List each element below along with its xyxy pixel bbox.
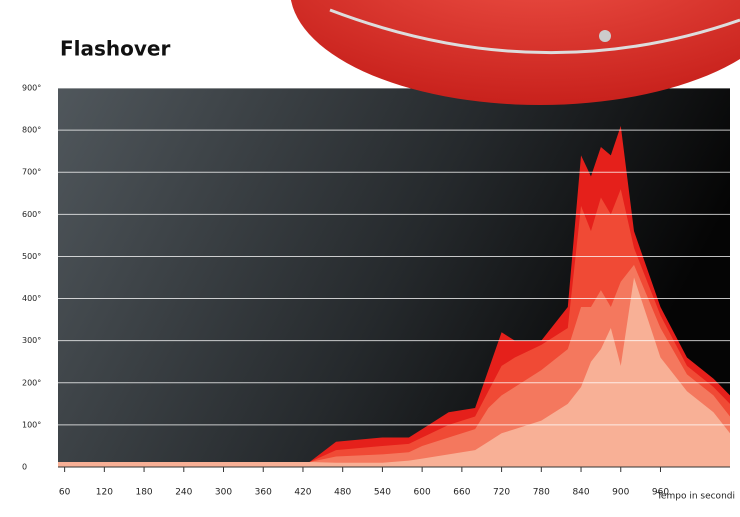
- x-tick-label: 780: [533, 488, 550, 498]
- y-tick-label: 0: [22, 463, 27, 472]
- x-tick-label: 120: [96, 488, 113, 498]
- x-tick-label: 600: [414, 488, 431, 498]
- y-tick-label: 300°: [22, 336, 41, 345]
- x-tick-label: 840: [572, 488, 589, 498]
- x-tick-label: 540: [374, 488, 391, 498]
- chart-title: Flashover: [60, 37, 170, 61]
- y-tick-label: 400°: [22, 294, 41, 303]
- x-tick-label: 240: [175, 488, 192, 498]
- x-tick-label: 180: [135, 488, 152, 498]
- y-tick-label: 500°: [22, 252, 41, 261]
- y-tick-label: 100°: [22, 420, 41, 429]
- x-axis-label: Tempo in secondi: [656, 492, 735, 502]
- x-tick-label: 420: [294, 488, 311, 498]
- y-tick-label: 900°: [22, 84, 41, 93]
- lamp-screw: [599, 30, 611, 42]
- x-tick-label: 480: [334, 488, 351, 498]
- x-tick-label: 660: [453, 488, 470, 498]
- x-tick-label: 720: [493, 488, 510, 498]
- chart: 0 100° 200° 300° 400° 500° 600° 700° 800° 900° 60 1…: [0, 0, 740, 517]
- y-tick-label: 800°: [22, 126, 41, 135]
- y-tick-label: 700°: [22, 168, 41, 177]
- y-tick-label: 600°: [22, 210, 41, 219]
- x-tick-label: 300: [215, 488, 232, 498]
- x-tick-label: 900: [612, 488, 629, 498]
- x-tick-label: 360: [255, 488, 272, 498]
- x-tick-label: 60: [59, 488, 71, 498]
- y-tick-label: 200°: [22, 378, 41, 387]
